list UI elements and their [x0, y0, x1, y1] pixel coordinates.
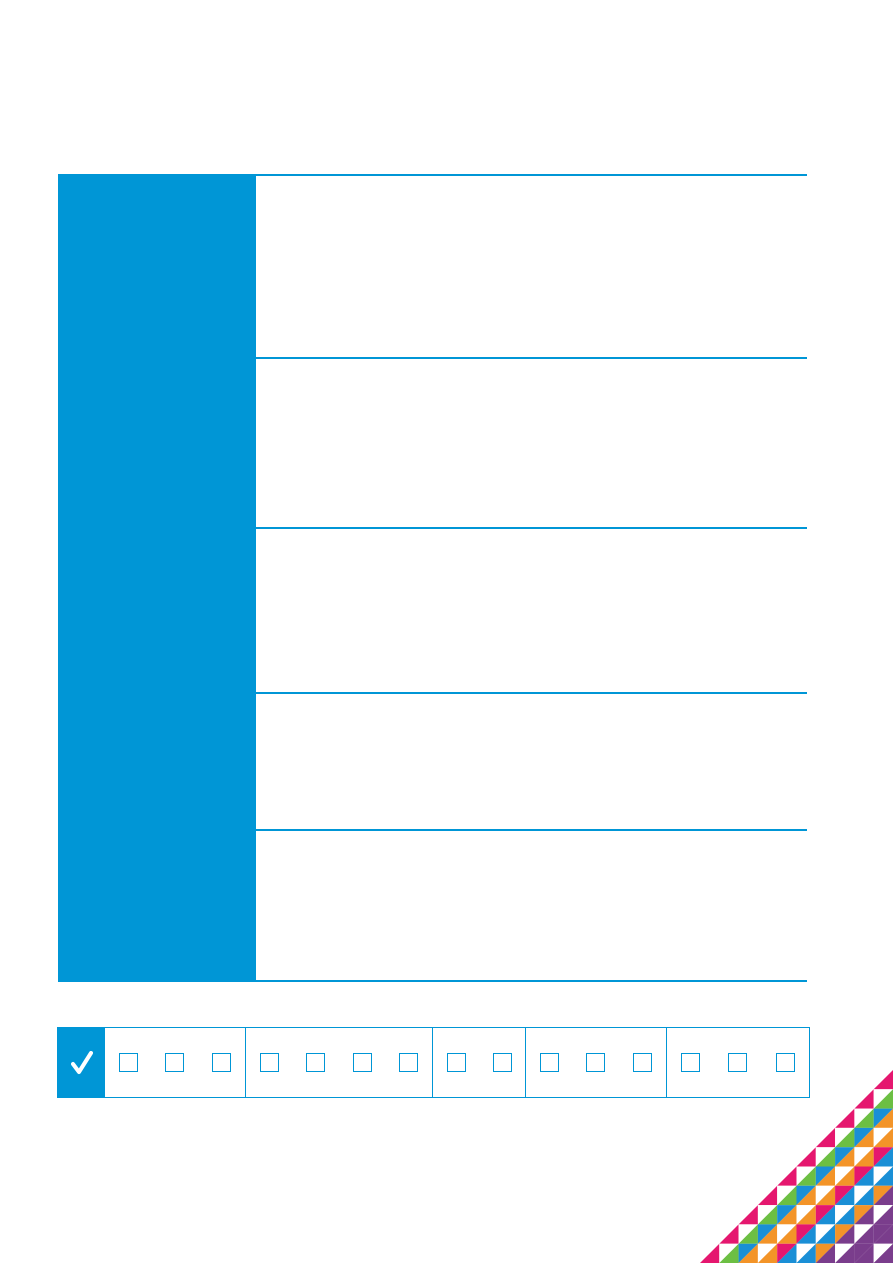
pattern-triangle	[738, 1205, 758, 1225]
pattern-triangle	[815, 1166, 836, 1186]
pattern-triangle	[796, 1166, 816, 1186]
checkbox[interactable]	[212, 1053, 232, 1072]
checkbox-strip	[57, 1027, 810, 1098]
form-row-4	[58, 694, 807, 831]
pattern-triangle	[873, 1089, 893, 1109]
pattern-triangle	[873, 1243, 893, 1263]
row-label-5	[58, 831, 256, 980]
form-row-3	[58, 529, 807, 694]
form-table	[58, 174, 807, 982]
form-row-1	[58, 174, 807, 359]
row-content-1[interactable]	[256, 176, 807, 357]
pattern-triangle	[854, 1108, 874, 1128]
form-row-2	[58, 359, 807, 529]
row-content-2[interactable]	[256, 359, 807, 527]
checkbox[interactable]	[633, 1053, 653, 1072]
pattern-triangle	[835, 1108, 855, 1128]
checkbox[interactable]	[539, 1053, 559, 1072]
pattern-triangle	[777, 1243, 797, 1263]
checkbox-group-3	[433, 1028, 526, 1097]
row-label-4	[58, 694, 256, 829]
pattern-triangle	[815, 1205, 836, 1225]
checkbox[interactable]	[681, 1053, 701, 1072]
pattern-triangle	[757, 1205, 778, 1225]
checkbox[interactable]	[728, 1053, 748, 1072]
row-label-3	[58, 529, 256, 692]
checkbox[interactable]	[492, 1053, 512, 1072]
pattern-triangle	[854, 1147, 874, 1167]
checkbox[interactable]	[306, 1053, 326, 1072]
form-row-5	[58, 831, 807, 982]
pattern-triangle	[815, 1224, 836, 1244]
pattern-triangle	[854, 1185, 874, 1206]
pattern-triangle	[854, 1166, 874, 1186]
checkbox[interactable]	[118, 1053, 138, 1072]
checkbox[interactable]	[259, 1053, 279, 1072]
triangle-pattern-decoration	[700, 1070, 893, 1263]
pattern-triangle	[738, 1243, 758, 1263]
row-label-1	[58, 176, 256, 357]
pattern-triangle	[777, 1166, 797, 1186]
row-content-5[interactable]	[256, 831, 807, 980]
check-cell	[58, 1028, 105, 1097]
checkbox[interactable]	[775, 1053, 795, 1072]
checkbox[interactable]	[165, 1053, 185, 1072]
row-label-2	[58, 359, 256, 527]
checkbox-group-4	[526, 1028, 667, 1097]
pattern-triangle	[796, 1243, 816, 1263]
pattern-triangle	[873, 1147, 893, 1167]
pattern-triangle	[815, 1127, 836, 1148]
pattern-triangle	[854, 1185, 874, 1206]
checkbox-group-1	[105, 1028, 246, 1097]
pattern-triangle	[796, 1147, 816, 1167]
pattern-triangle	[700, 1243, 720, 1263]
pattern-triangle	[854, 1243, 874, 1263]
checkbox[interactable]	[352, 1053, 372, 1072]
pattern-triangle	[815, 1147, 836, 1167]
row-content-4[interactable]	[256, 694, 807, 829]
pattern-triangle	[757, 1185, 778, 1206]
checkmark-icon	[70, 1050, 93, 1074]
checkbox[interactable]	[399, 1053, 419, 1072]
pattern-triangle	[873, 1166, 893, 1186]
pattern-triangle	[719, 1224, 739, 1244]
checkbox[interactable]	[586, 1053, 606, 1072]
pattern-triangle	[815, 1243, 836, 1263]
pattern-triangle	[835, 1147, 855, 1167]
pattern-triangle	[835, 1243, 855, 1263]
pattern-triangle	[835, 1166, 855, 1186]
checkbox-group-2	[246, 1028, 433, 1097]
pattern-triangle	[873, 1070, 893, 1090]
pattern-triangle	[854, 1205, 874, 1225]
row-content-3[interactable]	[256, 529, 807, 692]
checkbox-group-5	[667, 1028, 809, 1097]
pattern-triangle	[757, 1243, 778, 1263]
checkbox[interactable]	[446, 1053, 466, 1072]
pattern-triangle	[854, 1089, 874, 1109]
pattern-triangle	[815, 1224, 836, 1244]
pattern-triangle	[719, 1243, 739, 1263]
